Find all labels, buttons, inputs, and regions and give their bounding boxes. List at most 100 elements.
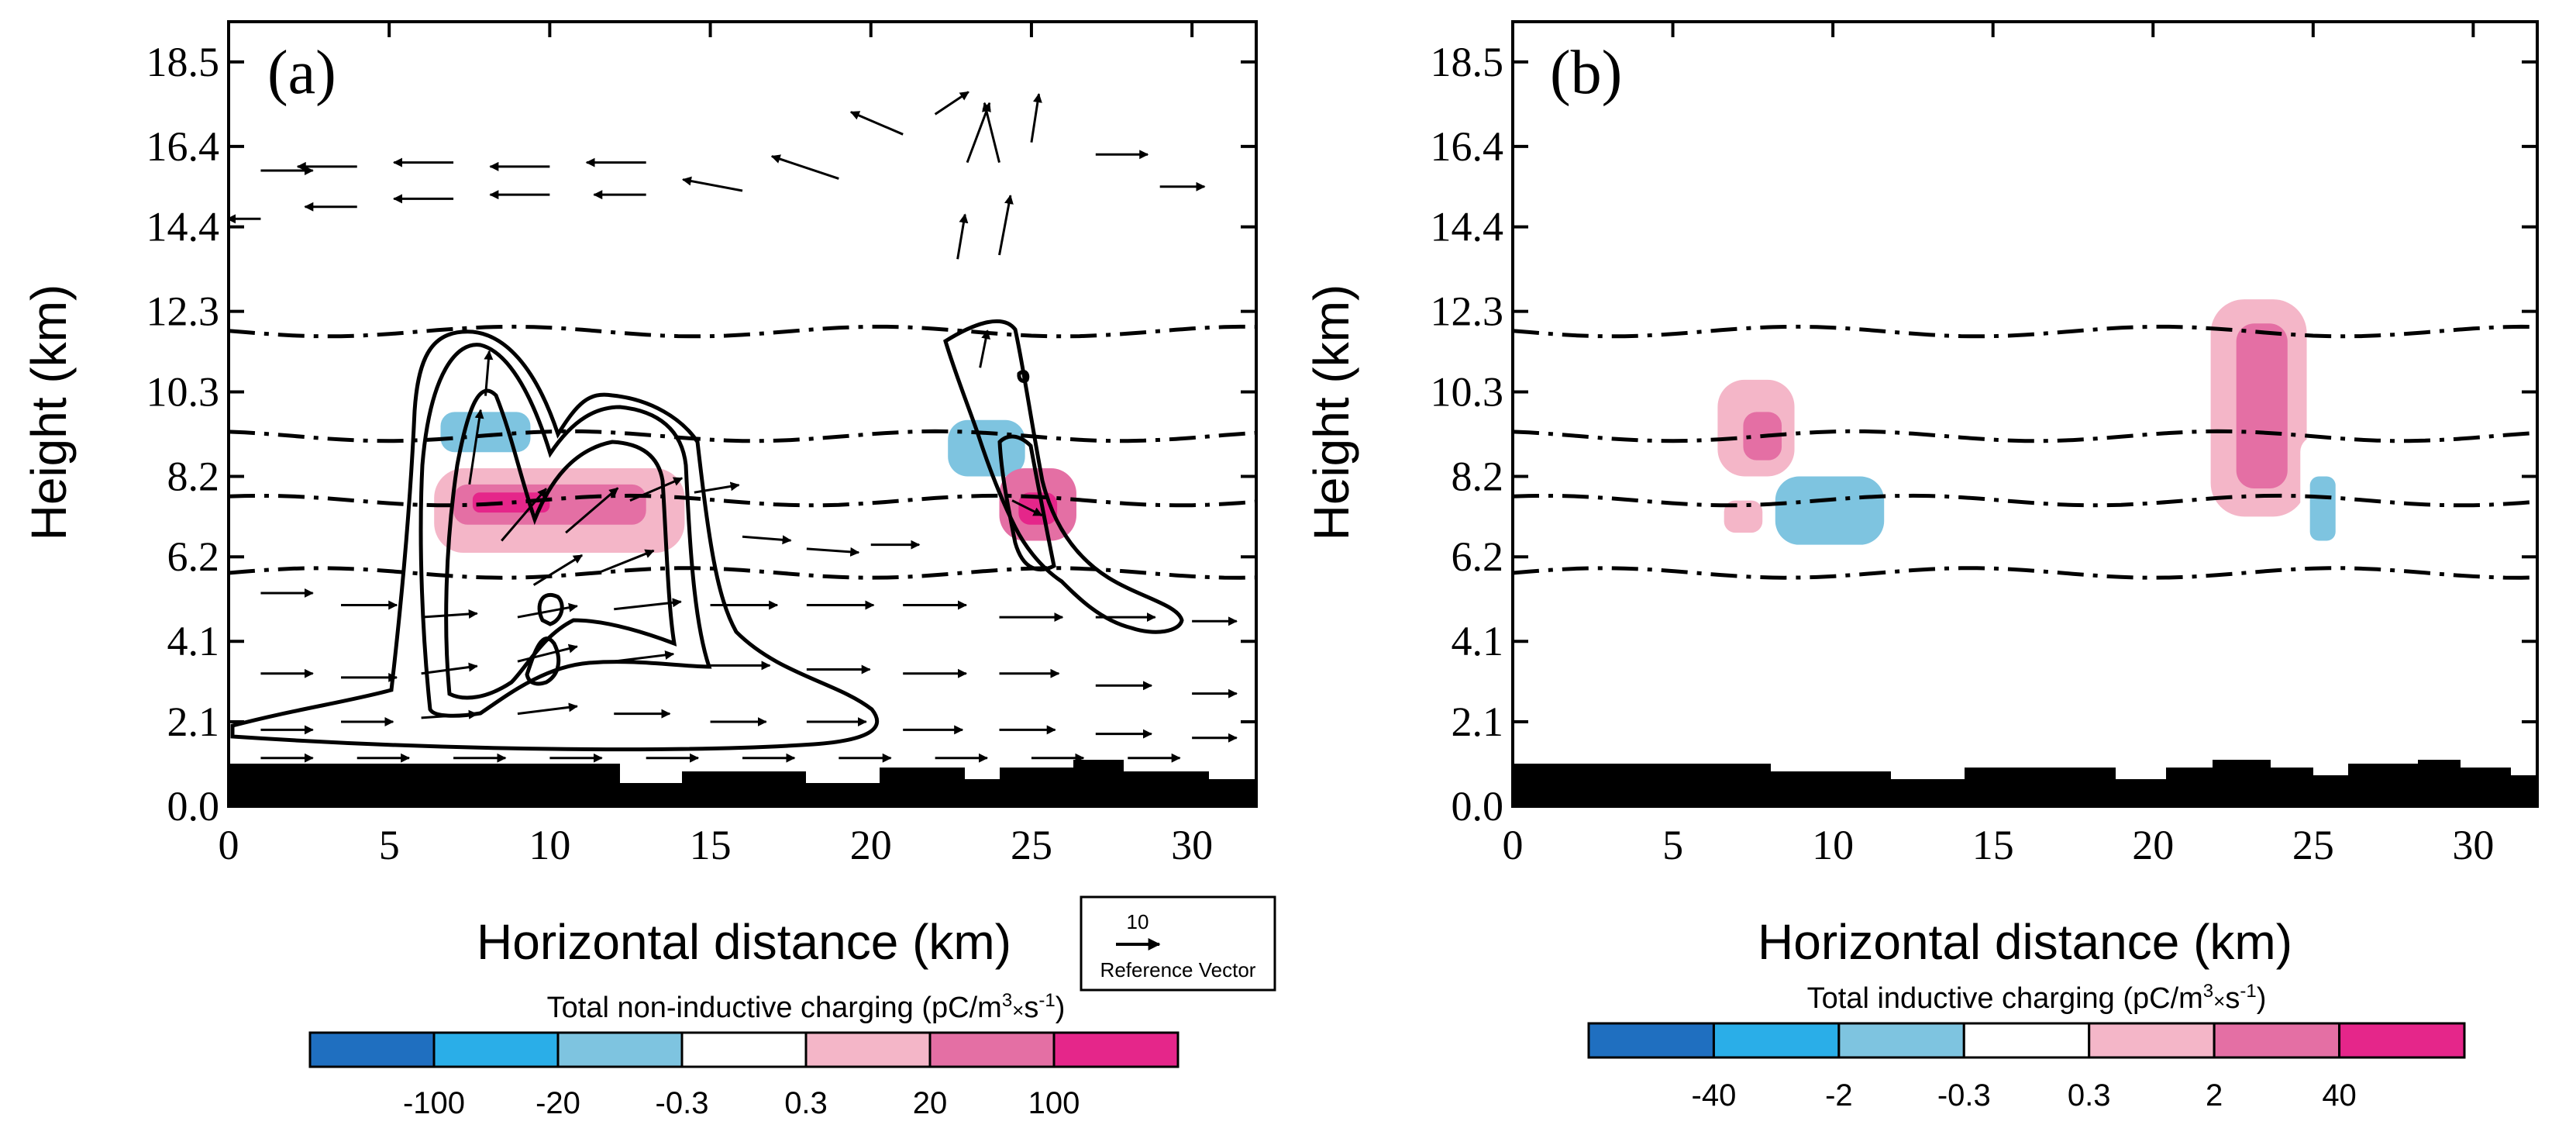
x-tick-label: 5 bbox=[379, 822, 400, 868]
x-tick-label: 10 bbox=[1812, 822, 1854, 868]
x-tick-label: 30 bbox=[1171, 822, 1213, 868]
colorbar-tick-label: -40 bbox=[1692, 1078, 1737, 1113]
wind-vector bbox=[998, 195, 1014, 256]
wind-vector bbox=[532, 554, 584, 586]
colorbar-swatch bbox=[2338, 1022, 2466, 1059]
x-tick-label: 20 bbox=[850, 822, 892, 868]
charging-region bbox=[1775, 476, 1885, 545]
isotherms bbox=[229, 324, 1256, 580]
reference-vector-box: 10 Reference Vector bbox=[1080, 895, 1276, 992]
colorbar-swatch bbox=[804, 1031, 932, 1068]
y-tick-label: 10.3 bbox=[146, 368, 220, 415]
colorbar-tick-label: -0.3 bbox=[656, 1086, 709, 1120]
charging-region bbox=[948, 419, 1025, 477]
charging-fills bbox=[1717, 299, 2346, 605]
y-tick-label: 12.3 bbox=[146, 288, 220, 335]
wind-vector bbox=[565, 487, 619, 534]
y-tick-label: 6.2 bbox=[167, 533, 220, 580]
reference-vector-label: Reference Vector bbox=[1100, 958, 1256, 981]
colorbar-title: Total non-inductive charging (pC/m3×s-1) bbox=[547, 990, 1066, 1024]
x-tick-label: 0 bbox=[1503, 822, 1524, 868]
terrain bbox=[1513, 760, 2537, 806]
x-tick-label: 0 bbox=[219, 822, 239, 868]
charging-region bbox=[2236, 323, 2288, 489]
colorbar-title: Total inductive charging (pC/m3×s-1) bbox=[1807, 981, 2267, 1015]
colorbar: Total inductive charging (pC/m3×s-1) -40… bbox=[1587, 981, 2466, 1113]
colorbar-tick-label: -2 bbox=[1825, 1078, 1853, 1113]
colorbar-swatch bbox=[2088, 1022, 2216, 1059]
reflectivity-contours bbox=[230, 319, 1184, 752]
x-axis: 0 5 10 15 20 25 30 bbox=[219, 22, 1226, 868]
y-tick-label: 0.0 bbox=[167, 783, 220, 830]
colorbar-tick-label: -100 bbox=[403, 1086, 465, 1120]
colorbar-swatch bbox=[928, 1031, 1056, 1068]
x-tick-label: 15 bbox=[1972, 822, 2014, 868]
x-tick-label: 25 bbox=[2292, 822, 2334, 868]
x-tick-label: 20 bbox=[2132, 822, 2174, 868]
colorbar-swatch bbox=[432, 1031, 560, 1068]
y-tick-label: 2.1 bbox=[167, 699, 220, 745]
colorbar-tick-label: 0.3 bbox=[2068, 1078, 2111, 1113]
y-tick-label: 4.1 bbox=[1452, 618, 1504, 664]
x-tick-label: 30 bbox=[2452, 822, 2494, 868]
isotherm-line bbox=[229, 493, 1256, 508]
wind-vectors bbox=[229, 91, 1238, 763]
y-tick-label: 2.1 bbox=[1452, 699, 1504, 745]
isotherm-line bbox=[229, 566, 1256, 580]
wind-vector bbox=[979, 329, 991, 368]
y-tick-label: 10.3 bbox=[1431, 368, 1504, 415]
panel-label: (a) bbox=[267, 39, 336, 107]
panel-a: 0 5 10 15 20 25 30 0.0 2.1 4.1 6.2 8.2 10.3 12.3 14.4… bbox=[21, 20, 1276, 1120]
colorbar-tick-label: 40 bbox=[2322, 1078, 2357, 1113]
y-tick-label: 4.1 bbox=[167, 618, 220, 664]
charging-region bbox=[1724, 500, 1763, 533]
y-tick-label: 0.0 bbox=[1452, 783, 1504, 830]
colorbar-tick-label: -20 bbox=[536, 1086, 580, 1120]
colorbar-swatch bbox=[1837, 1022, 1965, 1059]
wind-vector bbox=[682, 176, 743, 192]
isotherm-line bbox=[1513, 429, 2537, 443]
wind-vector bbox=[614, 598, 682, 611]
y-tick-label: 18.5 bbox=[1431, 39, 1504, 85]
x-axis: 0 5 10 15 20 25 30 bbox=[1503, 22, 2507, 868]
x-axis-title: Horizontal distance (km) bbox=[477, 914, 1011, 970]
wind-vector bbox=[1011, 499, 1043, 517]
wind-vector bbox=[956, 213, 969, 260]
colorbar-swatch bbox=[1052, 1031, 1180, 1068]
y-tick-label: 8.2 bbox=[1452, 453, 1504, 499]
wind-vector bbox=[421, 609, 478, 619]
colorbar-swatch bbox=[2213, 1022, 2341, 1059]
colorbar-tick-label: 20 bbox=[913, 1086, 948, 1120]
wind-vector bbox=[742, 535, 792, 545]
y-axis: 0.0 2.1 4.1 6.2 8.2 10.3 12.3 14.4 16.4 18.5 bbox=[146, 39, 1256, 830]
y-tick-label: 14.4 bbox=[1431, 204, 1504, 250]
y-tick-label: 8.2 bbox=[167, 453, 220, 499]
wind-vector bbox=[694, 481, 740, 494]
y-tick-label: 16.4 bbox=[1431, 123, 1504, 170]
isotherm-line bbox=[229, 324, 1256, 339]
wind-vector bbox=[421, 709, 478, 719]
colorbar-swatch bbox=[556, 1031, 684, 1068]
colorbar-tick-label: -0.3 bbox=[1937, 1078, 1991, 1113]
wind-vector bbox=[517, 602, 578, 619]
wind-vector bbox=[468, 409, 484, 485]
plot-frame bbox=[227, 20, 1258, 808]
panel-label: (b) bbox=[1550, 39, 1622, 107]
wind-vector bbox=[484, 350, 494, 396]
wind-vector bbox=[934, 91, 969, 116]
reference-vector-value: 10 bbox=[1127, 910, 1149, 933]
wind-vector bbox=[982, 102, 1000, 164]
charging-region bbox=[440, 412, 531, 453]
colorbar-swatch bbox=[1962, 1022, 2091, 1059]
x-axis-title: Horizontal distance (km) bbox=[1758, 914, 2292, 970]
x-tick-label: 15 bbox=[690, 822, 732, 868]
isotherm-line bbox=[1513, 324, 2537, 339]
colorbar-tick-label: 0.3 bbox=[784, 1086, 828, 1120]
wind-vector bbox=[629, 477, 684, 502]
y-axis-title: Height (km) bbox=[21, 285, 77, 541]
wind-vector bbox=[597, 549, 655, 574]
colorbar-swatch bbox=[1587, 1022, 1715, 1059]
x-tick-label: 25 bbox=[1011, 822, 1052, 868]
wind-vector bbox=[517, 643, 578, 663]
